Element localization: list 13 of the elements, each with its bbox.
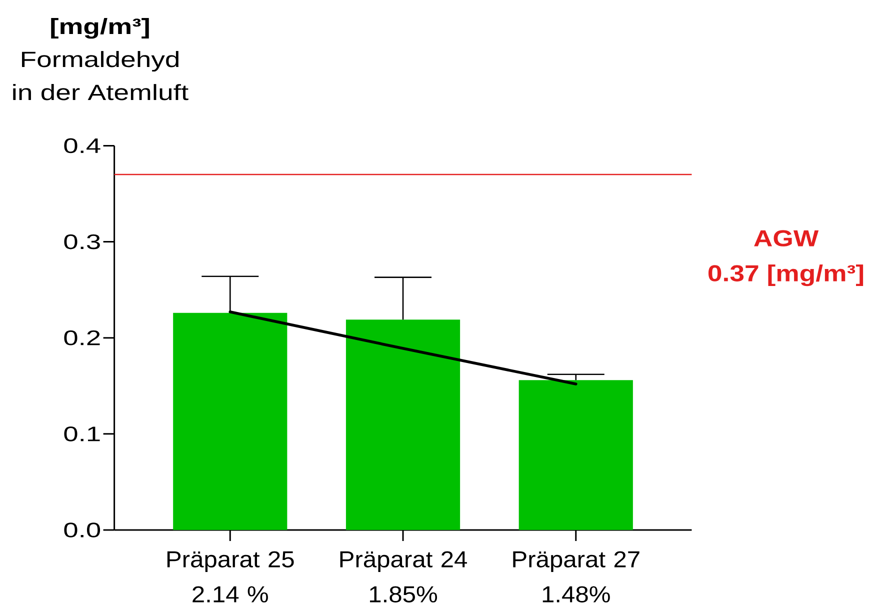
x-tick-label: Präparat 25 2.14 % xyxy=(167,551,294,602)
y-axis-title: [mg/m³] Formaldehyd in der Atemluft xyxy=(13,18,188,100)
x-tick-label: Präparat 27 1.48% xyxy=(513,551,640,602)
y-tick-label: 0.4 xyxy=(64,138,100,154)
bar xyxy=(173,312,288,530)
x-tick-label: Präparat 24 1.85% xyxy=(340,551,467,602)
y-tick-label: 0.2 xyxy=(64,330,100,346)
y-tick-label: 0.0 xyxy=(64,522,100,538)
y-tick-label: 0.3 xyxy=(64,234,100,250)
bar xyxy=(346,320,460,530)
ref-line-label: AGW 0.37 [mg/m³] xyxy=(708,230,864,286)
bar xyxy=(518,380,633,530)
y-tick-label: 0.1 xyxy=(64,426,100,442)
